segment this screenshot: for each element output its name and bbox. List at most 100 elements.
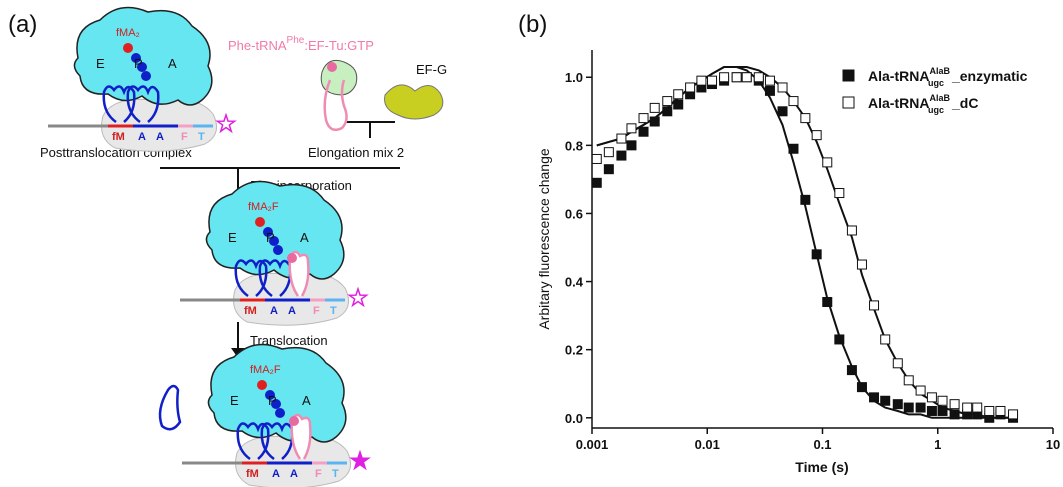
site-label: E bbox=[96, 56, 105, 71]
point bbox=[673, 99, 684, 110]
point bbox=[591, 153, 602, 164]
x-tick-label: 10 bbox=[1046, 437, 1060, 452]
codon-label: T bbox=[330, 305, 337, 317]
point bbox=[892, 358, 903, 369]
point bbox=[995, 405, 1006, 416]
point bbox=[788, 143, 799, 154]
peptide-dot bbox=[263, 227, 273, 237]
text: _dC bbox=[951, 95, 978, 111]
codon-label: F bbox=[313, 305, 320, 317]
point bbox=[880, 334, 891, 345]
point bbox=[834, 334, 845, 345]
x-tick-label: 0.1 bbox=[813, 437, 831, 452]
caption: Elongation mix 2 bbox=[308, 145, 404, 160]
legend-marker bbox=[842, 69, 855, 82]
x-tick-label: 0.001 bbox=[576, 437, 609, 452]
point bbox=[685, 82, 696, 93]
trna bbox=[234, 259, 268, 298]
point bbox=[811, 249, 822, 260]
point bbox=[638, 126, 649, 137]
text: _enzymatic bbox=[951, 68, 1028, 84]
sub: ugc bbox=[928, 105, 944, 115]
point bbox=[591, 177, 602, 188]
codon-label: fM bbox=[246, 468, 259, 480]
codon-label: fM bbox=[244, 305, 257, 317]
trna bbox=[323, 79, 348, 131]
point bbox=[649, 102, 660, 113]
ef-g-shape bbox=[384, 84, 444, 120]
codon-label: A bbox=[270, 305, 278, 317]
point bbox=[603, 147, 614, 158]
trna bbox=[102, 85, 136, 124]
point bbox=[741, 72, 752, 83]
point bbox=[984, 405, 995, 416]
site-label: A bbox=[168, 56, 177, 71]
point bbox=[869, 300, 880, 311]
point bbox=[892, 399, 903, 410]
point bbox=[937, 395, 948, 406]
point bbox=[856, 382, 867, 393]
text: Ala-tRNA bbox=[868, 95, 929, 111]
peptide-dot bbox=[265, 390, 275, 400]
y-tick-label: 1.0 bbox=[565, 70, 583, 85]
point bbox=[800, 113, 811, 124]
peptide-dot bbox=[269, 236, 279, 246]
point bbox=[856, 259, 867, 270]
point bbox=[673, 89, 684, 100]
trna bbox=[288, 250, 310, 297]
codon-label: fM bbox=[112, 131, 125, 143]
point bbox=[1008, 409, 1019, 420]
trna bbox=[290, 413, 312, 460]
codon-label: A bbox=[156, 131, 164, 143]
peptide-dot bbox=[289, 416, 299, 426]
point bbox=[731, 72, 742, 83]
peptide-dot bbox=[287, 253, 297, 263]
codon-label: F bbox=[315, 468, 322, 480]
step-label: Translocation bbox=[250, 333, 328, 348]
point bbox=[719, 72, 730, 83]
point bbox=[616, 133, 627, 144]
point bbox=[707, 75, 718, 86]
peptide-dot bbox=[141, 71, 151, 81]
peptide-dot bbox=[123, 43, 133, 53]
y-tick-label: 0.8 bbox=[565, 138, 583, 153]
text: :EF-Tu:GTP bbox=[304, 38, 374, 53]
point bbox=[869, 392, 880, 403]
large-subunit bbox=[73, 6, 213, 106]
x-axis-label: Time (s) bbox=[795, 459, 848, 475]
y-tick-label: 0.6 bbox=[565, 206, 583, 221]
point bbox=[662, 106, 673, 117]
point bbox=[926, 405, 937, 416]
point bbox=[603, 164, 614, 175]
y-axis-label: Arbitary fluorescence change bbox=[536, 148, 552, 330]
point bbox=[949, 399, 960, 410]
point bbox=[626, 123, 637, 134]
star bbox=[347, 286, 369, 308]
point bbox=[846, 365, 857, 376]
codon-label: A bbox=[288, 305, 296, 317]
point bbox=[662, 96, 673, 107]
point bbox=[788, 96, 799, 107]
site-label: E bbox=[230, 393, 239, 408]
peptide-dot bbox=[137, 62, 147, 72]
flow-lines bbox=[160, 121, 400, 352]
y-tick-label: 0.0 bbox=[565, 411, 583, 426]
point bbox=[937, 405, 948, 416]
legend-label: Ala-tRNAAlaB ugc _enzymatic bbox=[868, 66, 1028, 88]
point bbox=[696, 75, 707, 86]
peptide-dot bbox=[257, 380, 267, 390]
codon-label: A bbox=[138, 131, 146, 143]
point bbox=[903, 375, 914, 386]
point bbox=[777, 82, 788, 93]
y-tick-label: 0.4 bbox=[565, 275, 584, 290]
site-label: P bbox=[134, 56, 143, 71]
peptide-label: fMA₂ bbox=[116, 27, 140, 39]
peptide-dot bbox=[271, 399, 281, 409]
ternary-complex: Phe-tRNAPhe:EF-Tu:GTP bbox=[228, 35, 374, 53]
point bbox=[834, 188, 845, 199]
codon-label: A bbox=[272, 468, 280, 480]
panel-label: (a) bbox=[8, 11, 37, 38]
point bbox=[926, 392, 937, 403]
panel-label: (b) bbox=[518, 11, 547, 38]
trna bbox=[236, 422, 270, 461]
